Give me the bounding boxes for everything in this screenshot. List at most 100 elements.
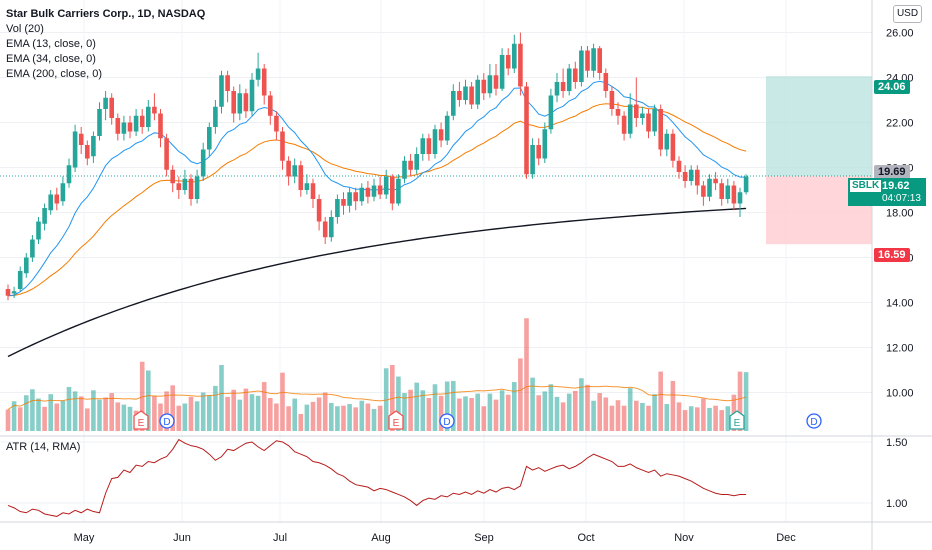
candle-body: [475, 79, 480, 105]
volume-bar: [48, 394, 53, 431]
earnings-marker[interactable]: E: [133, 410, 149, 430]
candle-body: [505, 55, 511, 69]
candle-body: [121, 122, 127, 134]
price-tick-label: 18.00: [886, 208, 914, 220]
volume-bar: [213, 385, 218, 431]
candle-body: [280, 131, 285, 161]
candle-body: [664, 133, 670, 150]
volume-bar: [322, 392, 328, 431]
candle-body: [225, 75, 230, 91]
volume-bar: [615, 400, 621, 431]
volume-bar: [121, 404, 127, 431]
candle-body: [48, 194, 53, 211]
earnings-marker[interactable]: E: [729, 410, 745, 430]
dividend-badge: [806, 413, 822, 429]
earnings-label: E: [393, 418, 400, 429]
atr-line: [7, 438, 747, 517]
volume-bar: [499, 390, 505, 431]
candle-body: [316, 199, 322, 222]
time-tick-label: May: [74, 532, 95, 544]
candle-body: [597, 48, 602, 73]
legend-ema13[interactable]: EMA (13, close, 0): [6, 38, 96, 50]
volume-bar: [335, 406, 340, 431]
volume-bar: [438, 395, 444, 431]
volume-bar: [371, 409, 377, 431]
atr-tick-label: 1.50: [886, 437, 907, 449]
candle-body: [402, 160, 407, 179]
candle-body: [548, 95, 554, 130]
candle-body: [670, 133, 676, 161]
earnings-marker[interactable]: E: [388, 410, 404, 430]
price-tick-label: 26.00: [886, 28, 914, 40]
candle-body: [182, 178, 188, 190]
earnings-label: E: [734, 418, 741, 429]
symbol-badge: SBLK: [850, 180, 882, 192]
candle-body: [268, 95, 273, 116]
candle-body: [219, 75, 224, 107]
volume-bar: [591, 400, 596, 431]
candle-body: [658, 109, 663, 150]
volume-bar: [66, 387, 72, 431]
volume-bar: [560, 402, 566, 431]
candle-body: [701, 185, 706, 197]
volume-bar: [585, 384, 590, 431]
candle-body: [54, 194, 60, 204]
volume-bar: [219, 365, 224, 431]
dividend-badge: [159, 413, 175, 429]
ema13-price-tag: 19.69: [874, 165, 910, 179]
candle-body: [353, 192, 358, 202]
earnings-badge: [388, 410, 404, 430]
volume-bar: [676, 402, 682, 431]
dividend-marker[interactable]: D: [159, 413, 175, 429]
candle-body: [481, 79, 487, 94]
dividend-marker[interactable]: D: [439, 413, 455, 429]
volume-bar: [627, 388, 633, 431]
volume-bar: [481, 406, 487, 431]
candle-body: [17, 271, 23, 289]
candle-body: [408, 160, 413, 170]
ema13-line: [7, 80, 747, 297]
volume-bar: [542, 391, 548, 431]
volume-bar: [640, 402, 645, 431]
candle-body: [420, 138, 426, 154]
time-tick-label: Aug: [371, 532, 391, 544]
volume-bar: [78, 396, 84, 431]
candle-body: [72, 131, 78, 168]
time-tick-label: Oct: [577, 532, 594, 544]
candle-body: [152, 106, 157, 114]
candle-body: [322, 221, 328, 238]
candle-body: [640, 113, 645, 118]
volume-bar: [719, 410, 724, 431]
candle-body: [249, 79, 255, 112]
candle-body: [646, 113, 651, 132]
candle-body: [78, 133, 84, 145]
time-tick-label: Jun: [173, 532, 191, 544]
currency-button[interactable]: USD: [893, 5, 922, 23]
candle-body: [695, 169, 700, 186]
volume-bar: [207, 395, 212, 431]
candle-body: [530, 145, 535, 175]
candle-body: [688, 169, 694, 181]
legend-ema200[interactable]: EMA (200, close, 0): [6, 68, 102, 80]
candle-body: [487, 75, 493, 94]
volume-bar: [359, 400, 365, 431]
legend-ema34[interactable]: EMA (34, close, 0): [6, 53, 96, 65]
candle-body: [292, 165, 297, 177]
volume-bar: [573, 390, 578, 431]
candle-body: [377, 185, 383, 195]
volume-bar: [146, 370, 151, 431]
volume-bar: [310, 401, 316, 431]
legend-volume[interactable]: Vol (20): [6, 23, 44, 35]
last-price: 19.62: [882, 180, 910, 192]
candle-body: [243, 93, 249, 112]
volume-bar: [493, 399, 499, 431]
candle-body: [11, 291, 17, 294]
volume-bar: [707, 407, 712, 431]
price-tick-label: 12.00: [886, 343, 914, 355]
dividend-marker[interactable]: D: [806, 413, 822, 429]
volume-bar: [579, 378, 584, 431]
legend-atr[interactable]: ATR (14, RMA): [6, 441, 81, 453]
volume-bar: [457, 398, 462, 431]
candle-body: [573, 68, 578, 82]
